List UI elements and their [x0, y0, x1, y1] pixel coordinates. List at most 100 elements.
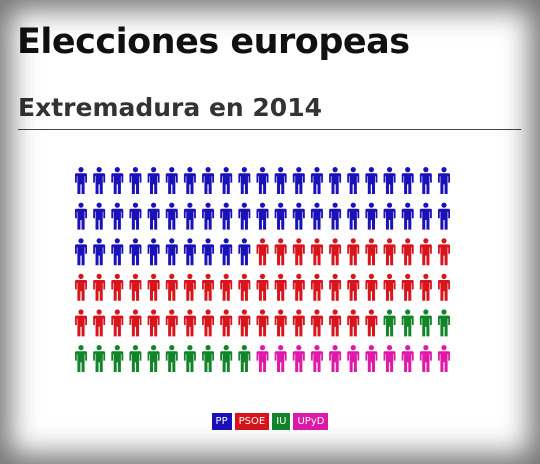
- person-icon-pp: [419, 202, 432, 230]
- person-icon-upyd: [274, 345, 287, 372]
- person-icon-pp: [365, 167, 378, 194]
- person-icon-psoe: [310, 309, 323, 337]
- person-icon-upyd: [383, 345, 396, 372]
- person-icon-psoe: [183, 273, 196, 301]
- person-icon-iu: [202, 345, 215, 372]
- person-icon-psoe: [256, 238, 269, 266]
- person-icon-psoe: [292, 273, 305, 301]
- chart-title: Elecciones europeas: [17, 22, 410, 62]
- person-icon-pp: [75, 238, 87, 266]
- person-icon-upyd: [256, 345, 269, 372]
- person-icon-pp: [165, 238, 178, 266]
- person-icon-psoe: [401, 273, 414, 301]
- person-icon-pp: [329, 202, 342, 230]
- person-icon-pp: [310, 167, 323, 194]
- person-icon-pp: [147, 167, 160, 194]
- person-icon-upyd: [365, 345, 378, 372]
- person-icon-pp: [329, 167, 342, 194]
- person-icon-iu: [129, 345, 142, 372]
- person-icon-psoe: [129, 273, 142, 301]
- person-icon-psoe: [438, 238, 450, 266]
- person-icon-psoe: [347, 309, 360, 337]
- person-icon-pp: [274, 202, 287, 230]
- person-icon-psoe: [93, 309, 106, 337]
- person-icon-psoe: [365, 273, 378, 301]
- person-icon-pp: [147, 202, 160, 230]
- person-icon-pp: [93, 167, 106, 194]
- person-icon-upyd: [329, 345, 342, 372]
- person-icon-psoe: [274, 309, 287, 337]
- person-icon-pp: [165, 202, 178, 230]
- person-icon-pp: [347, 202, 360, 230]
- person-icon-iu: [438, 309, 450, 337]
- person-icon-iu: [401, 309, 414, 337]
- person-icon-iu: [111, 345, 124, 372]
- person-icon-pp: [347, 167, 360, 194]
- person-icon-psoe: [238, 309, 251, 337]
- person-icon-pp: [129, 167, 142, 194]
- person-icon-pp: [220, 167, 233, 194]
- person-icon-pp: [93, 238, 106, 266]
- person-icon-psoe: [310, 273, 323, 301]
- person-icon-psoe: [310, 238, 323, 266]
- person-icon-pp: [238, 202, 251, 230]
- person-icon-upyd: [292, 345, 305, 372]
- person-icon-pp: [220, 202, 233, 230]
- person-icon-iu: [220, 345, 233, 372]
- person-icon-psoe: [274, 238, 287, 266]
- person-icon-psoe: [347, 273, 360, 301]
- person-icon-psoe: [292, 309, 305, 337]
- person-icon-upyd: [310, 345, 323, 372]
- person-icon-psoe: [401, 238, 414, 266]
- person-icon-iu: [183, 345, 196, 372]
- person-icon-psoe: [93, 273, 106, 301]
- person-icon-psoe: [220, 309, 233, 337]
- person-icon-psoe: [256, 309, 269, 337]
- person-icon-psoe: [383, 238, 396, 266]
- person-icon-pp: [238, 167, 251, 194]
- person-icon-pp: [438, 202, 450, 230]
- person-icon-psoe: [165, 309, 178, 337]
- person-icon-iu: [165, 345, 178, 372]
- person-icon-iu: [383, 309, 396, 337]
- person-icon-pp: [75, 167, 87, 194]
- person-icon-pp: [183, 167, 196, 194]
- legend: PP PSOE IU UPyD: [0, 413, 540, 430]
- person-icon-iu: [75, 345, 87, 372]
- person-icon-psoe: [419, 238, 432, 266]
- legend-item-psoe: PSOE: [234, 413, 270, 430]
- person-icon-upyd: [438, 345, 450, 372]
- person-icon-psoe: [129, 309, 142, 337]
- person-icon-pp: [256, 167, 269, 194]
- person-icon-pp: [238, 238, 251, 266]
- person-icon-psoe: [419, 273, 432, 301]
- person-icon-pp: [129, 238, 142, 266]
- person-icon-iu: [147, 345, 160, 372]
- person-icon-pp: [365, 202, 378, 230]
- person-icon-pp: [292, 167, 305, 194]
- person-icon-pp: [147, 238, 160, 266]
- person-icon-pp: [183, 202, 196, 230]
- person-icon-psoe: [347, 238, 360, 266]
- person-icon-psoe: [111, 309, 124, 337]
- legend-item-iu: IU: [272, 413, 291, 430]
- person-icon-pp: [383, 167, 396, 194]
- person-icon-psoe: [202, 273, 215, 301]
- title-divider: [18, 129, 521, 130]
- person-icon-pp: [129, 202, 142, 230]
- person-icon-pp: [111, 202, 124, 230]
- person-icon-pp: [165, 167, 178, 194]
- person-icon-pp: [310, 202, 323, 230]
- person-icon-pp: [202, 238, 215, 266]
- person-icon-pp: [401, 167, 414, 194]
- person-icon-psoe: [438, 273, 450, 301]
- person-icon-pp: [75, 202, 87, 230]
- person-icon-psoe: [111, 273, 124, 301]
- person-icon-upyd: [419, 345, 432, 372]
- person-icon-pp: [383, 202, 396, 230]
- person-icon-psoe: [365, 309, 378, 337]
- person-icon-psoe: [329, 309, 342, 337]
- person-icon-psoe: [238, 273, 251, 301]
- person-icon-iu: [238, 345, 251, 372]
